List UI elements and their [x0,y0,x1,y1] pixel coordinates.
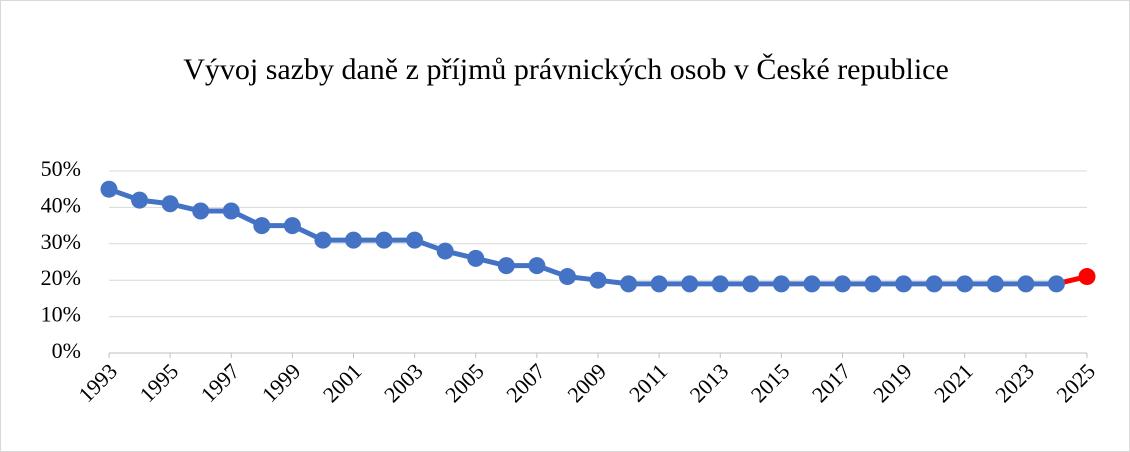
data-point [253,217,271,235]
x-tick-label: 2025 [1051,358,1100,407]
data-point [345,231,362,249]
data-point [589,271,607,289]
x-tick-label: 2007 [501,358,550,407]
data-point [803,275,821,293]
data-point [1017,275,1035,293]
data-point [834,275,851,293]
data-point [772,275,790,293]
data-point [742,275,760,293]
x-tick-label: 2005 [440,358,489,407]
data-point [986,275,1004,293]
x-tick-label: 2011 [624,358,672,406]
data-point [497,257,515,275]
x-tick-label: 1999 [257,358,306,407]
data-point [620,275,638,293]
data-point [436,242,454,260]
data-point [406,231,424,249]
y-tick-label: 20% [41,265,81,290]
x-tick-label: 2003 [379,358,428,407]
data-point [467,249,485,267]
data-point [864,275,882,293]
y-tick-label: 10% [41,302,81,327]
data-point [681,275,699,293]
chart-title: Vývoj sazby daně z příjmů právnických os… [183,53,949,86]
data-point [192,202,210,220]
y-tick-label: 40% [41,192,81,217]
x-tick-label: 2009 [562,358,611,407]
data-point [1078,268,1096,286]
x-tick-label: 2023 [990,358,1039,407]
data-point [711,275,729,293]
data-point [375,231,393,249]
data-point [558,268,576,286]
data-point [1047,275,1065,293]
data-point [650,275,668,293]
data-point [100,180,118,198]
x-tick-label: 2013 [685,358,734,407]
data-point [956,275,974,293]
data-point [925,275,943,293]
data-point [222,202,240,220]
x-tick-label: 2001 [318,358,367,407]
data-point [528,257,546,275]
data-point [314,231,332,249]
x-tick-label: 1995 [134,358,183,407]
y-tick-label: 0% [52,338,81,363]
x-tick-label: 2017 [807,358,856,407]
x-tick-label: 2021 [929,358,978,407]
data-point [161,195,179,213]
data-point [895,275,913,293]
data-point [283,217,301,235]
x-tick-label: 1993 [73,358,122,407]
x-tick-label: 2019 [868,358,917,407]
y-tick-label: 30% [41,229,81,254]
x-tick-label: 1997 [196,358,245,407]
x-tick-label: 2015 [746,358,795,407]
data-point [131,191,149,209]
y-tick-label: 50% [41,156,81,181]
